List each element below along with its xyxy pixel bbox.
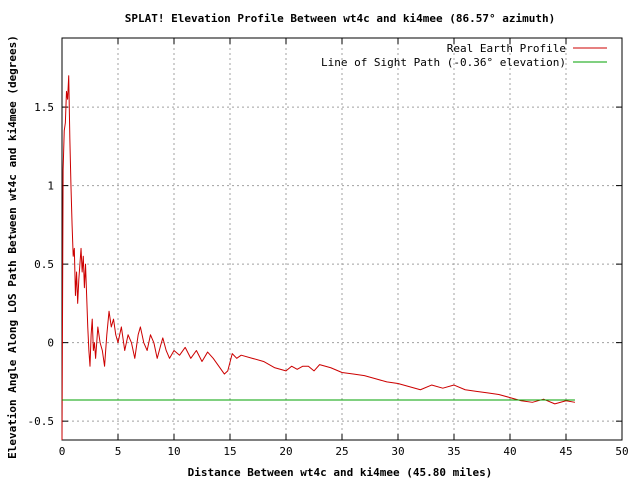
x-tick-label: 20 [279,445,292,458]
y-tick-label: 1 [47,180,54,193]
x-tick-label: 30 [391,445,404,458]
x-tick-label: 40 [503,445,516,458]
y-tick-label: 1.5 [34,101,54,114]
x-axis-label: Distance Between wt4c and ki4mee (45.80 … [188,466,493,479]
legend-label-1: Line of Sight Path (-0.36° elevation) [321,56,566,69]
x-tick-label: 0 [59,445,66,458]
x-tick-label: 35 [447,445,460,458]
x-tick-label: 10 [167,445,180,458]
grid-lines [62,38,622,440]
x-tick-label: 15 [223,445,236,458]
x-tick-label: 25 [335,445,348,458]
series-line-0 [61,75,576,441]
chart-title: SPLAT! Elevation Profile Between wt4c an… [125,12,555,25]
x-tick-label: 5 [115,445,122,458]
y-axis-label: Elevation Angle Along LOS Path Between w… [6,35,19,459]
x-tick-label: 45 [559,445,572,458]
y-tick-label: -0.5 [28,415,55,428]
y-tick-label: 0.5 [34,258,54,271]
axis-ticks: 0 5 10 15 20 25 30 35 40 45 50 -0.5 0 0.5 1 1.5 [28,38,629,458]
y-tick-label: 0 [47,337,54,350]
x-tick-label: 50 [615,445,628,458]
series-group [61,75,576,441]
legend-label-0: Real Earth Profile [447,42,566,55]
